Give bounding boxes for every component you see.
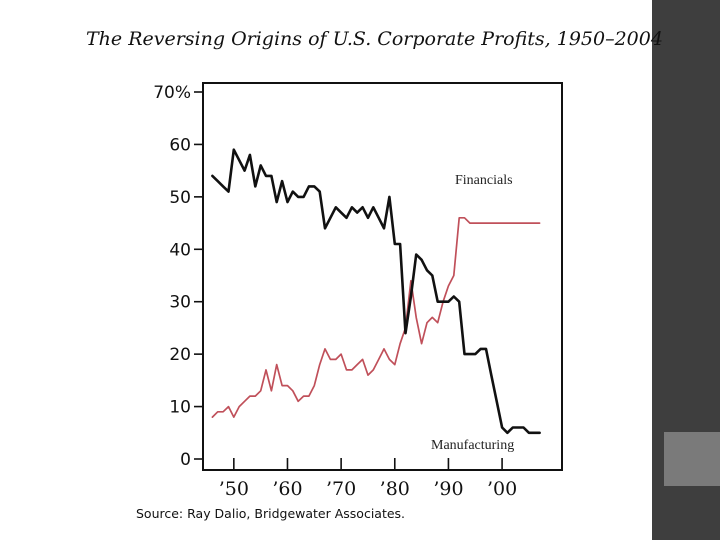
- x-tick-label: ’70: [326, 478, 356, 500]
- x-tick-label: ’80: [380, 478, 410, 500]
- series-line-financials: [211, 216, 541, 418]
- y-tick-label: 60: [169, 135, 191, 155]
- x-tick-label: ’60: [272, 478, 302, 500]
- series-label-financials: Financials: [455, 173, 513, 188]
- y-tick-label: 30: [169, 293, 191, 313]
- y-tick-label: 70%: [153, 83, 191, 103]
- series-lines: [211, 148, 541, 435]
- chart-title: The Reversing Origins of U.S. Corporate …: [86, 28, 663, 50]
- plot-border: [202, 82, 563, 471]
- y-tick-label: 0: [180, 450, 191, 470]
- chart-paper: [75, 18, 652, 538]
- y-tick-label: 10: [169, 398, 191, 418]
- y-tick-label: 40: [169, 240, 191, 260]
- series-labels: Manufacturing Financials: [431, 173, 514, 453]
- x-tick-label: ’90: [433, 478, 463, 500]
- x-tick-label: ’00: [487, 478, 517, 500]
- series-label-manufacturing: Manufacturing: [431, 438, 514, 453]
- y-tick-label: 50: [169, 188, 191, 208]
- plot-frame: [202, 82, 563, 471]
- slide-rail-accent: [664, 432, 720, 486]
- series-line-manufacturing: [211, 148, 541, 435]
- y-tick-label: 20: [169, 345, 191, 365]
- axes: 0 10 20 30 40 50 60 70% ’50 ’60 ’70 ’80 ’90 ’00: [153, 83, 517, 500]
- source-note: Source: Ray Dalio, Bridgewater Associate…: [136, 506, 405, 521]
- x-tick-label: ’50: [219, 478, 249, 500]
